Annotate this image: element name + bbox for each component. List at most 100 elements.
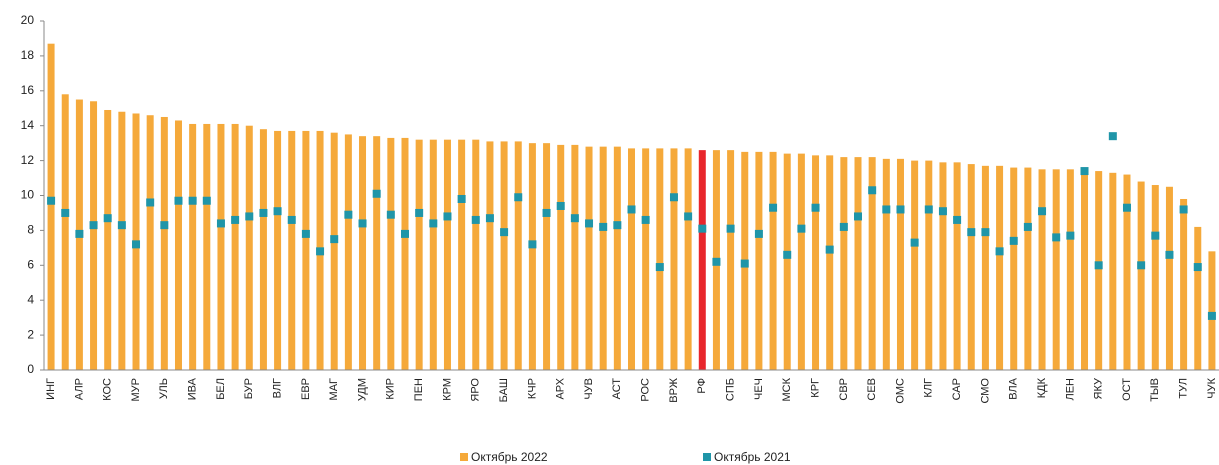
marker xyxy=(457,194,466,203)
x-tick-label: МСК xyxy=(781,377,793,401)
bar xyxy=(769,151,777,370)
bar xyxy=(302,130,310,370)
x-tick-label: КОС xyxy=(102,378,114,401)
bar xyxy=(344,134,352,370)
x-tick-label: МУР xyxy=(130,378,142,402)
bar xyxy=(1165,186,1173,370)
bar xyxy=(868,157,876,370)
bar xyxy=(628,148,635,370)
marker xyxy=(712,257,721,266)
bar xyxy=(245,125,253,370)
marker xyxy=(556,201,565,210)
marker xyxy=(698,224,707,233)
marker xyxy=(1165,250,1174,259)
bar xyxy=(1081,169,1089,370)
bar xyxy=(90,101,98,371)
marker xyxy=(1179,205,1188,214)
marker xyxy=(967,228,976,237)
marker xyxy=(330,235,339,244)
x-tick-label: КРГ xyxy=(809,378,821,398)
y-tick-label: 20 xyxy=(21,13,35,27)
bar xyxy=(854,157,862,370)
marker xyxy=(273,207,282,216)
marker xyxy=(910,238,919,247)
bar xyxy=(401,137,409,370)
bar xyxy=(104,109,112,371)
bar xyxy=(684,148,692,370)
x-tick-label: ЯКУ xyxy=(1093,377,1105,399)
bar xyxy=(47,43,55,371)
marker xyxy=(953,215,962,224)
x-tick-label: БУР xyxy=(243,378,255,399)
bar xyxy=(1180,198,1188,370)
marker xyxy=(146,198,155,207)
bar xyxy=(826,155,834,370)
bar xyxy=(840,157,848,370)
bar xyxy=(528,143,536,370)
marker xyxy=(854,212,863,221)
x-tick-label: СМО xyxy=(979,378,991,404)
x-tick-label: ПЕН xyxy=(413,378,425,401)
x-tick-label: МАГ xyxy=(328,378,340,401)
marker xyxy=(89,221,98,230)
bar xyxy=(613,146,621,370)
marker xyxy=(500,228,509,237)
bar xyxy=(981,165,989,370)
marker xyxy=(485,214,494,223)
marker xyxy=(528,240,537,249)
marker xyxy=(372,189,381,198)
bar xyxy=(1095,171,1103,370)
marker xyxy=(1122,203,1131,212)
bar xyxy=(996,165,1004,370)
bar xyxy=(203,123,211,370)
y-tick-label: 8 xyxy=(27,223,34,237)
marker xyxy=(585,219,594,228)
bar xyxy=(189,123,197,370)
x-tick-label: ИНГ xyxy=(45,378,57,400)
marker xyxy=(1193,263,1202,272)
bar xyxy=(953,162,961,370)
bar xyxy=(373,136,381,370)
bar xyxy=(939,162,947,370)
marker xyxy=(443,212,452,221)
bar xyxy=(1137,181,1145,370)
marker xyxy=(429,219,438,228)
marker xyxy=(655,263,664,272)
marker xyxy=(132,240,141,249)
marker xyxy=(287,215,296,224)
bar xyxy=(514,141,522,370)
bar xyxy=(1052,169,1060,370)
x-tick-label: ЛЕН xyxy=(1064,378,1076,401)
bar xyxy=(472,139,480,370)
bar xyxy=(231,123,239,370)
bar xyxy=(812,155,820,370)
marker xyxy=(471,215,480,224)
legend-swatch xyxy=(460,453,468,461)
marker xyxy=(570,214,579,223)
x-tick-label: КЛГ xyxy=(923,378,935,398)
marker xyxy=(386,210,395,219)
marker xyxy=(1038,207,1047,216)
bar xyxy=(1208,251,1216,370)
legend-swatch xyxy=(703,453,711,461)
x-tick-label: АЛР xyxy=(73,378,85,400)
marker xyxy=(202,196,211,205)
marker xyxy=(882,205,891,214)
marker xyxy=(684,212,693,221)
legend-label: Октябрь 2021 xyxy=(714,450,791,464)
marker xyxy=(1080,167,1089,176)
bar xyxy=(274,130,282,370)
marker xyxy=(1207,311,1216,320)
marker xyxy=(1052,233,1061,242)
x-tick-label: ЧЕЧ xyxy=(753,378,765,400)
x-tick-label: КДК xyxy=(1036,377,1048,398)
marker xyxy=(117,221,126,230)
bar xyxy=(896,158,904,370)
marker xyxy=(995,247,1004,256)
marker xyxy=(811,203,820,212)
bar xyxy=(288,130,296,370)
x-tick-label: ЯРО xyxy=(470,378,482,402)
x-tick-label: ОМС xyxy=(894,378,906,404)
x-tick-label: РФ xyxy=(696,378,708,394)
